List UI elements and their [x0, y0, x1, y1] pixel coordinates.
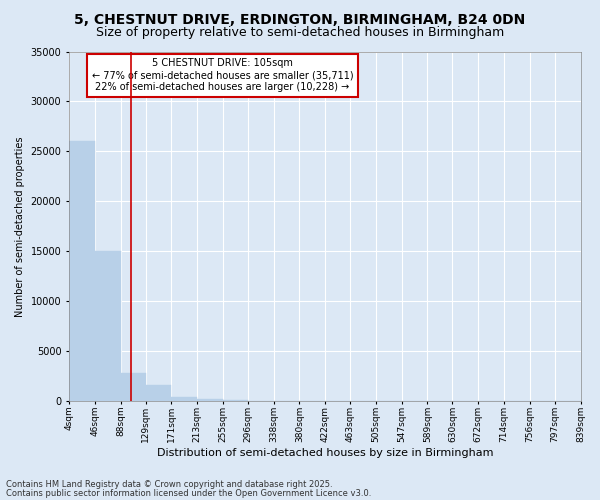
Bar — [146, 386, 172, 402]
Bar — [69, 142, 95, 402]
Bar — [197, 400, 223, 402]
Text: Contains public sector information licensed under the Open Government Licence v3: Contains public sector information licen… — [6, 488, 371, 498]
Text: 5, CHESTNUT DRIVE, ERDINGTON, BIRMINGHAM, B24 0DN: 5, CHESTNUT DRIVE, ERDINGTON, BIRMINGHAM… — [74, 12, 526, 26]
Bar — [121, 374, 146, 402]
Text: Contains HM Land Registry data © Crown copyright and database right 2025.: Contains HM Land Registry data © Crown c… — [6, 480, 332, 489]
X-axis label: Distribution of semi-detached houses by size in Birmingham: Distribution of semi-detached houses by … — [157, 448, 493, 458]
Text: 5 CHESTNUT DRIVE: 105sqm
← 77% of semi-detached houses are smaller (35,711)
22% : 5 CHESTNUT DRIVE: 105sqm ← 77% of semi-d… — [92, 58, 353, 92]
Bar — [95, 252, 121, 402]
Bar — [223, 400, 248, 402]
Text: Size of property relative to semi-detached houses in Birmingham: Size of property relative to semi-detach… — [96, 26, 504, 39]
Bar — [172, 398, 197, 402]
Y-axis label: Number of semi-detached properties: Number of semi-detached properties — [15, 136, 25, 316]
